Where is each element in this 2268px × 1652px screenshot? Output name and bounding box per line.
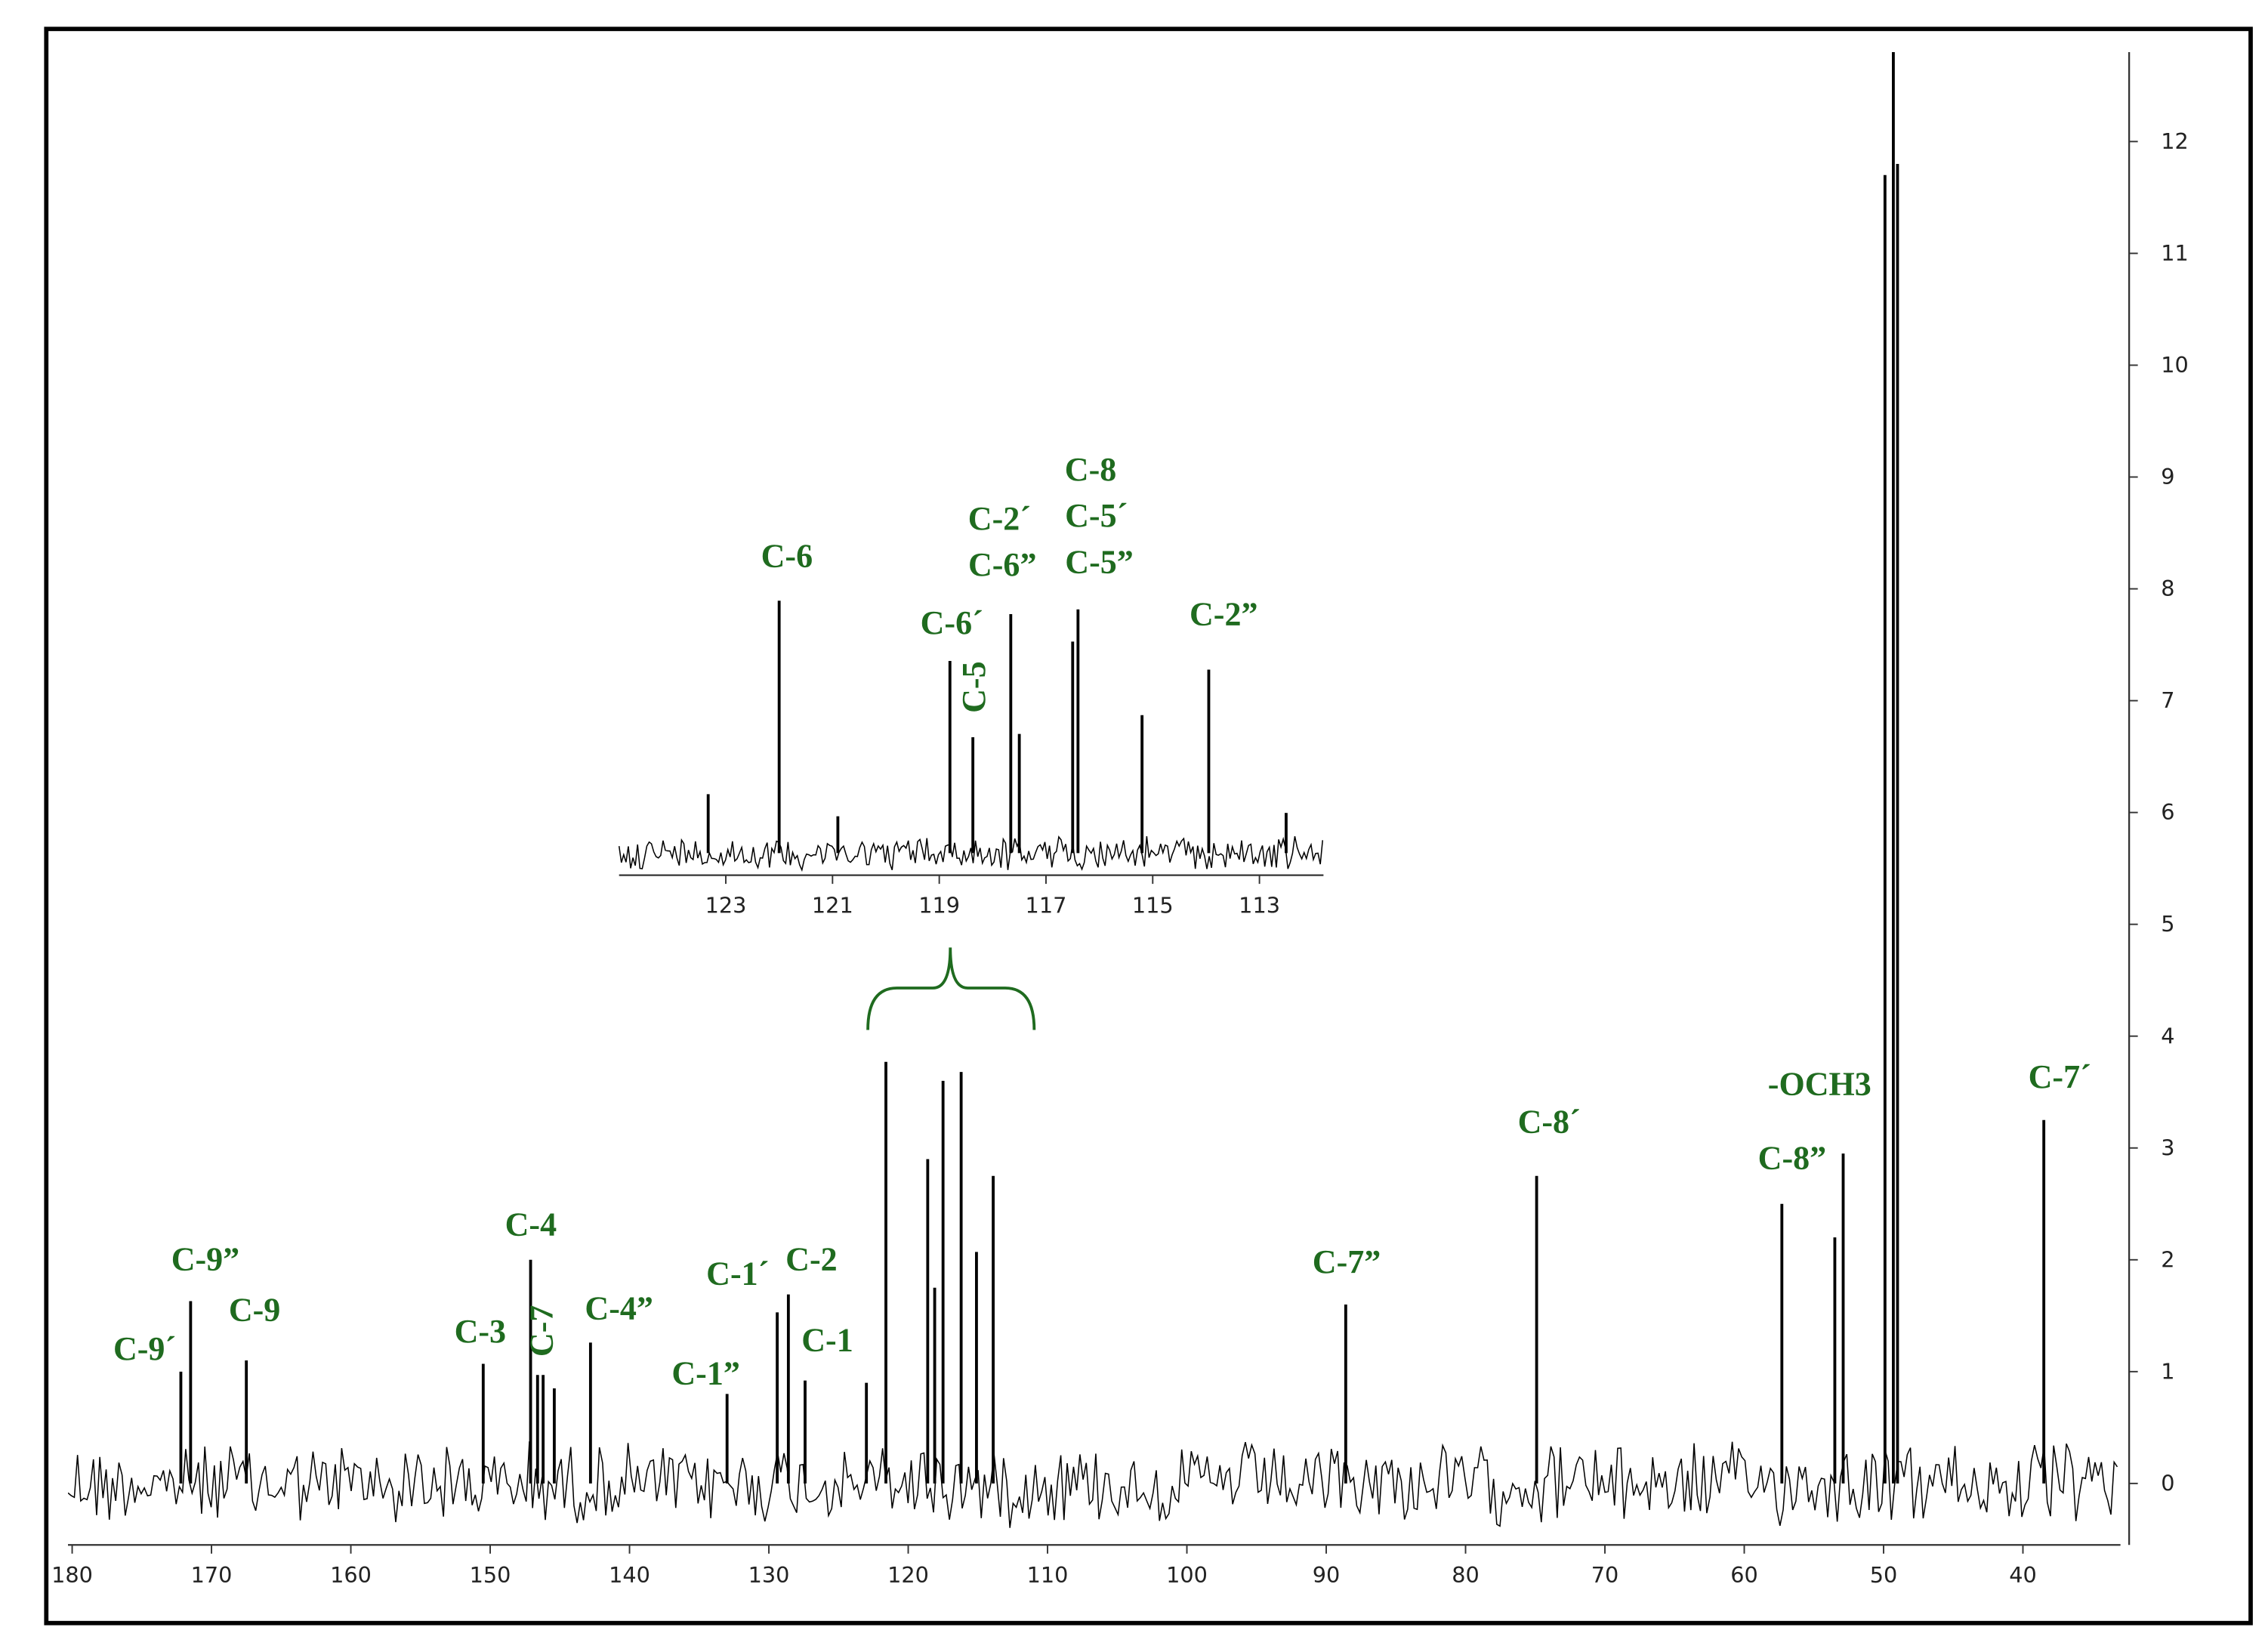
x-tick-label: 121 <box>812 892 853 918</box>
peak-label: C-8´ <box>1518 1103 1581 1140</box>
x-tick-label: 50 <box>1870 1562 1898 1588</box>
peak-label: C-7´ <box>2029 1058 2091 1095</box>
peak-label: C-8 <box>1065 451 1116 488</box>
x-tick-label: 60 <box>1730 1562 1758 1588</box>
x-tick-label: 100 <box>1166 1562 1208 1588</box>
y-tick-label: 7 <box>2161 687 2174 713</box>
y-tick-label: 2 <box>2161 1246 2174 1272</box>
x-tick-label: 113 <box>1239 892 1280 918</box>
peak-label: C-6” <box>968 546 1037 583</box>
x-tick-label: 123 <box>705 892 747 918</box>
peak-label: C-1´ <box>706 1255 769 1292</box>
peak-label: C-2 <box>785 1240 837 1277</box>
x-tick-label: 130 <box>748 1562 790 1588</box>
peak-label: C-5 <box>955 661 992 712</box>
x-tick-label: 119 <box>918 892 960 918</box>
peak-label: C-1 <box>801 1322 853 1359</box>
peak-label: C-9´ <box>113 1330 176 1367</box>
y-tick-label: 12 <box>2161 128 2189 154</box>
inset-plot <box>618 601 1324 872</box>
peak-label: C-5´ <box>1065 497 1128 534</box>
x-tick-label: 70 <box>1591 1562 1619 1588</box>
y-tick-label: 1 <box>2161 1358 2174 1384</box>
x-tick-label: 160 <box>330 1562 372 1588</box>
frame <box>44 26 2253 1626</box>
x-tick-label: 90 <box>1313 1562 1341 1588</box>
peak-label: C-1” <box>671 1355 740 1392</box>
noise <box>68 1441 2118 1528</box>
peak-label: -OCH3 <box>1768 1066 1871 1103</box>
peak-label: C-7 <box>523 1305 560 1357</box>
y-tick-label: 8 <box>2161 576 2174 601</box>
peak-label: C-8” <box>1758 1139 1827 1176</box>
noise <box>618 835 1324 872</box>
x-tick-label: 80 <box>1452 1562 1480 1588</box>
y-tick-label: 5 <box>2161 911 2174 937</box>
peak-label: C-7” <box>1313 1243 1381 1280</box>
x-tick-label: 120 <box>887 1562 929 1588</box>
x-tick-label: 110 <box>1027 1562 1069 1588</box>
peak-label: C-9 <box>229 1291 280 1328</box>
peak-label: C-6 <box>761 538 813 575</box>
x-tick-label: 170 <box>191 1562 233 1588</box>
x-tick-label: 117 <box>1026 892 1067 918</box>
peak-label: C-2´ <box>968 500 1031 537</box>
x-tick-label: 140 <box>609 1562 650 1588</box>
peak-label: C-5” <box>1065 543 1134 580</box>
y-tick-label: 11 <box>2161 240 2189 266</box>
y-tick-label: 10 <box>2161 352 2189 378</box>
x-tick-label: 115 <box>1132 892 1174 918</box>
x-tick-label: 150 <box>470 1562 511 1588</box>
overlay: 180 170 160 150 140 130 120 110 100 90 80 70 60 50 400… <box>51 51 2189 1588</box>
main-plot <box>68 51 2118 1528</box>
y-tick-label: 4 <box>2161 1023 2174 1048</box>
x-tick-label: 180 <box>51 1562 93 1588</box>
peak-label: C-2” <box>1190 595 1258 632</box>
bracket <box>866 947 1036 1030</box>
peak-label: C-6´ <box>921 604 983 641</box>
peak-label: C-4 <box>505 1206 557 1243</box>
peak-label: C-3 <box>455 1313 506 1350</box>
y-tick-label: 3 <box>2161 1135 2174 1160</box>
y-tick-label: 6 <box>2161 799 2174 825</box>
y-tick-label: 0 <box>2161 1470 2174 1496</box>
y-tick-label: 9 <box>2161 464 2174 489</box>
peak-label: C-4” <box>585 1290 653 1327</box>
x-tick-label: 40 <box>2009 1562 2037 1588</box>
peak-label: C-9” <box>171 1240 240 1277</box>
